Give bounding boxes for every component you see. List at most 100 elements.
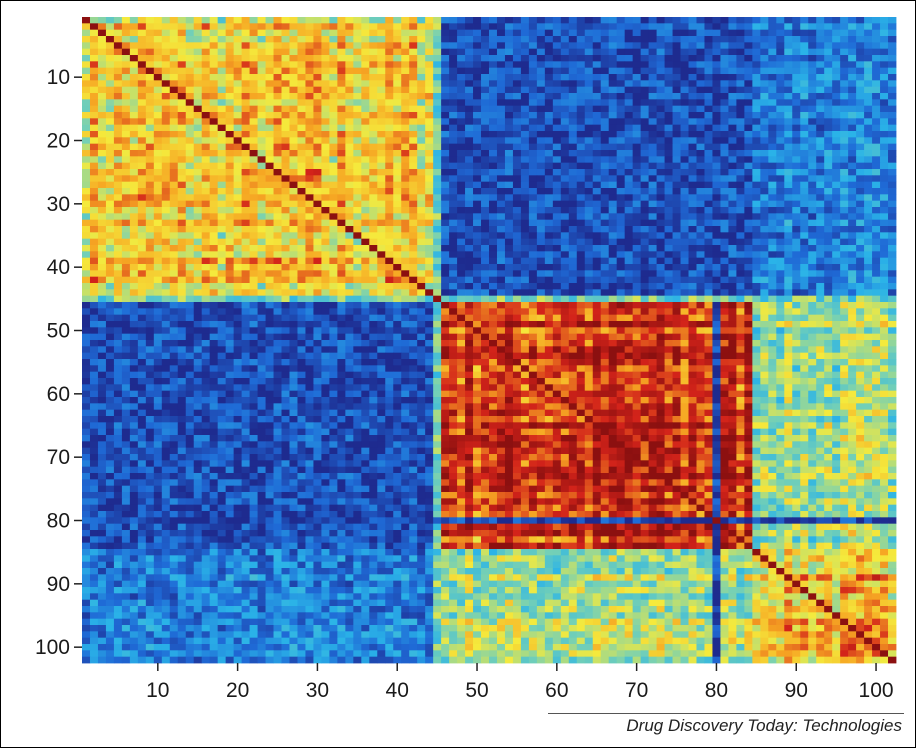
heatmap-cell (840, 219, 849, 227)
heatmap-cell (329, 270, 338, 278)
heatmap-cell (82, 181, 91, 189)
heatmap-cell (401, 17, 410, 24)
heatmap-cell (888, 245, 897, 252)
heatmap-cell (792, 200, 801, 208)
heatmap-cell (193, 137, 203, 145)
heatmap-cell (145, 283, 155, 290)
heatmap-cell (824, 67, 833, 75)
heatmap-cell (161, 238, 171, 246)
heatmap-cell (361, 42, 370, 50)
heatmap-cell (576, 188, 586, 195)
heatmap-cell (520, 251, 530, 259)
heatmap-cell (848, 321, 857, 328)
heatmap-cell (880, 276, 889, 284)
heatmap-cell (696, 264, 705, 271)
heatmap-cell (185, 207, 195, 214)
heatmap-cell (129, 245, 139, 252)
heatmap-cell (201, 257, 211, 265)
heatmap-cell (840, 295, 849, 303)
heatmap-cell (481, 257, 490, 265)
heatmap-cell (608, 276, 618, 284)
heatmap-cell (465, 321, 474, 328)
heatmap-cell (177, 238, 187, 246)
heatmap-cell (105, 99, 115, 107)
heatmap-cell (473, 86, 482, 94)
heatmap-cell (153, 295, 163, 303)
heatmap-cell (784, 194, 793, 202)
heatmap-cell (465, 162, 474, 170)
heatmap-cell (552, 295, 562, 303)
heatmap-cell (153, 314, 163, 322)
heatmap-cell (209, 200, 219, 208)
heatmap-cell (640, 238, 650, 246)
heatmap-cell (760, 105, 769, 113)
heatmap-cell (465, 283, 474, 290)
heatmap-cell (888, 48, 897, 56)
heatmap-cell (89, 270, 99, 278)
heatmap-cell (808, 93, 817, 100)
heatmap-cell (209, 74, 219, 81)
heatmap-cell (273, 48, 282, 56)
heatmap-cell (113, 175, 123, 183)
heatmap-cell (161, 86, 171, 94)
heatmap-cell (145, 137, 155, 145)
heatmap-cell (89, 226, 99, 233)
heatmap-cell (760, 289, 769, 297)
heatmap-cell (345, 169, 354, 176)
heatmap-cell (536, 257, 546, 265)
heatmap-cell (97, 55, 107, 62)
heatmap-cell (888, 80, 897, 88)
heatmap-cell (377, 226, 386, 233)
heatmap-cell (584, 232, 594, 240)
heatmap-cell (345, 257, 354, 265)
heatmap-cell (401, 308, 410, 316)
heatmap-cell (784, 118, 793, 126)
heatmap-cell (225, 175, 235, 183)
heatmap-cell (568, 105, 578, 113)
heatmap-cell (704, 270, 713, 278)
heatmap-cell (249, 175, 258, 183)
heatmap-cell (369, 143, 378, 151)
heatmap-cell (281, 283, 290, 290)
heatmap-cell (640, 36, 650, 43)
heatmap-cell (417, 308, 426, 316)
heatmap-cell (177, 137, 187, 145)
heatmap-cell (289, 283, 298, 290)
heatmap-cell (185, 283, 195, 290)
heatmap-cell (800, 207, 809, 214)
heatmap-cell (832, 232, 841, 240)
heatmap-cell (576, 207, 586, 214)
heatmap-cell (520, 289, 530, 297)
heatmap-cell (856, 207, 865, 214)
heatmap-cell (97, 188, 107, 195)
heatmap-cell (169, 219, 179, 227)
heatmap-cell (792, 23, 801, 31)
heatmap-cell (632, 93, 642, 100)
heatmap-cell (584, 93, 594, 100)
heatmap-cell (185, 124, 195, 132)
heatmap-cell (393, 29, 402, 37)
heatmap-cell (417, 289, 426, 297)
heatmap-cell (425, 219, 434, 227)
heatmap-cell (560, 295, 570, 303)
heatmap-cell (401, 86, 410, 94)
heatmap-cell (137, 238, 147, 246)
heatmap-cell (704, 238, 713, 246)
heatmap-cell (385, 118, 394, 126)
heatmap-cell (273, 295, 282, 303)
heatmap-cell (185, 302, 195, 309)
heatmap-cell (808, 55, 817, 62)
heatmap-cell (153, 302, 163, 309)
heatmap-cell (800, 99, 809, 107)
heatmap-cell (872, 238, 881, 246)
heatmap-cell (129, 264, 139, 271)
heatmap-cell (489, 169, 498, 176)
heatmap-cell (568, 74, 578, 81)
heatmap-cell (496, 42, 506, 50)
heatmap-cell (345, 48, 354, 56)
heatmap-cell (377, 23, 386, 31)
heatmap-cell (321, 276, 330, 284)
heatmap-cell (584, 99, 594, 107)
heatmap-cell (632, 99, 642, 107)
heatmap-cell (712, 238, 721, 246)
